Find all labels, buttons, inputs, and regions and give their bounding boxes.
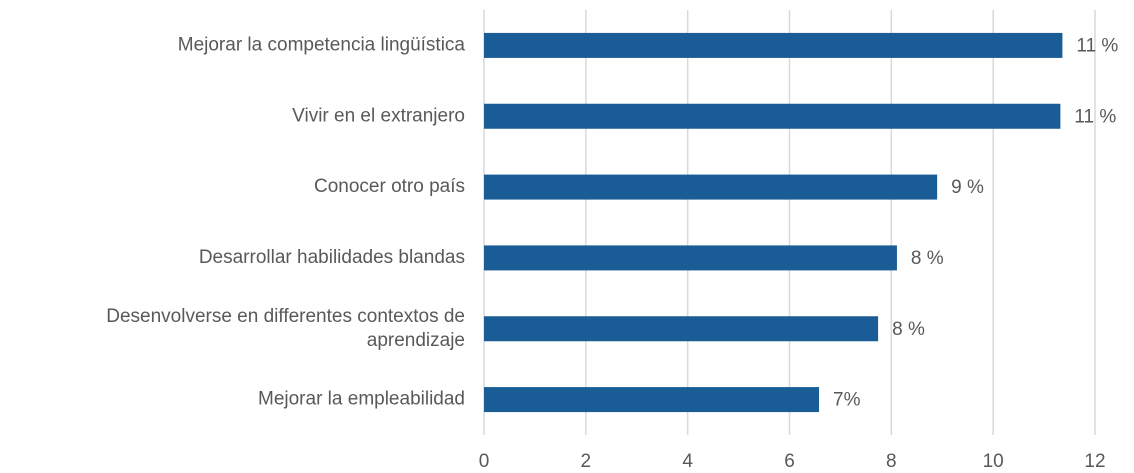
bar (484, 245, 897, 271)
x-tick-label: 6 (784, 451, 795, 472)
y-tick-label: Vivir en el extranjero (292, 105, 465, 126)
bar (484, 32, 1063, 58)
y-tick-label: Conocer otro país (314, 176, 465, 197)
x-tick-label: 0 (479, 451, 490, 472)
x-tick-label: 2 (581, 451, 592, 472)
bar (484, 387, 820, 413)
data-label: 7% (833, 390, 861, 411)
y-tick-label: Mejorar la empleabilidad (258, 389, 465, 410)
data-label: 11 % (1076, 35, 1118, 56)
x-tick-label: 10 (983, 451, 1004, 472)
data-label: 8 % (911, 248, 944, 269)
bar (484, 174, 938, 200)
x-tick-label: 8 (886, 451, 897, 472)
x-tick-label: 12 (1084, 451, 1105, 472)
data-label: 11 % (1074, 106, 1116, 127)
bar (484, 316, 879, 342)
data-label: 8 % (892, 319, 925, 340)
y-tick-label: Mejorar la competencia lingüística (178, 34, 466, 55)
y-tick-label: Desarrollar habilidades blandas (199, 247, 465, 268)
y-tick-label: Desenvolverse en differentes contextos d… (106, 306, 465, 351)
bar (484, 103, 1061, 129)
x-tick-label: 4 (682, 451, 693, 472)
data-label: 9 % (951, 177, 984, 198)
